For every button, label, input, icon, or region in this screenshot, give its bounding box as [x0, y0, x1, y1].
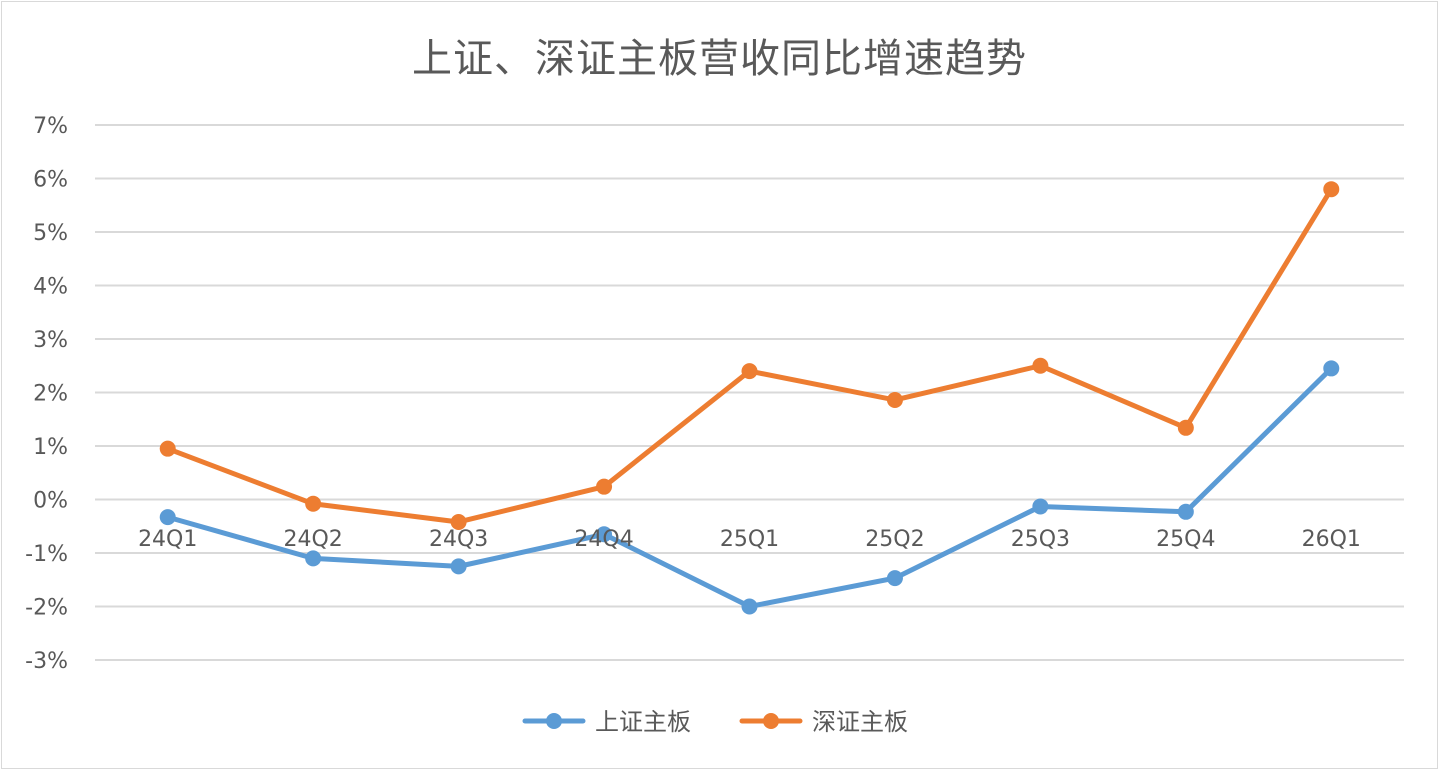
series-line-1: [165, 365, 1334, 609]
data-point: [305, 495, 322, 512]
data-point: [450, 558, 467, 575]
legend-label: 深证主板: [812, 708, 908, 736]
x-tick-label: 24Q3: [429, 527, 488, 552]
data-point: [1323, 181, 1340, 198]
series-line-2: [165, 186, 1334, 525]
data-point: [886, 391, 903, 408]
x-tick-label: 24Q2: [284, 527, 343, 552]
y-tick-label: -3%: [25, 649, 68, 674]
legend: 上证主板 深证主板: [522, 708, 908, 736]
x-tick-label: 25Q2: [865, 527, 924, 552]
data-point: [1177, 503, 1194, 520]
y-tick-label: 5%: [33, 221, 68, 246]
data-point: [159, 440, 176, 457]
legend-item-1: 上证主板: [522, 708, 691, 736]
y-tick-label: -2%: [25, 596, 68, 621]
data-point: [596, 526, 613, 543]
series-layer: [159, 181, 1340, 615]
x-tick-label: 26Q1: [1302, 527, 1361, 552]
legend-swatch-marker: [763, 713, 779, 729]
y-tick-label: 4%: [33, 275, 68, 300]
x-tick-label: 25Q3: [1011, 527, 1070, 552]
y-axis-labels: 7% 6% 5% 4% 3% 2% 1% 0% -1% -2% -3%: [25, 114, 68, 674]
y-tick-label: -1%: [25, 542, 68, 567]
chart-title: 上证、深证主板营收同比增速趋势: [412, 36, 1027, 82]
y-tick-label: 6%: [33, 168, 68, 193]
data-point: [305, 550, 322, 567]
y-tick-label: 0%: [33, 489, 68, 514]
legend-item-2: 深证主板: [739, 708, 908, 736]
data-point: [1323, 360, 1340, 377]
x-axis-labels: 24Q1 24Q2 24Q3 24Q4 25Q1 25Q2 25Q3 25Q4 26Q1: [138, 527, 1361, 552]
y-tick-label: 3%: [33, 328, 68, 353]
x-tick-label: 25Q1: [720, 527, 779, 552]
legend-swatch-marker: [546, 713, 562, 729]
data-point: [886, 570, 903, 587]
y-tick-label: 2%: [33, 382, 68, 407]
data-point: [741, 598, 758, 615]
x-tick-label: 24Q4: [574, 527, 633, 552]
y-tick-label: 7%: [33, 114, 68, 139]
data-point: [741, 363, 758, 380]
x-tick-label: 25Q4: [1156, 527, 1215, 552]
data-point: [450, 513, 467, 530]
data-point: [1032, 498, 1049, 515]
gridlines: [95, 124, 1404, 661]
data-point: [159, 509, 176, 526]
x-tick-label: 24Q1: [138, 527, 197, 552]
y-tick-label: 1%: [33, 435, 68, 460]
data-point: [1177, 419, 1194, 436]
data-point: [1032, 357, 1049, 374]
data-point: [596, 478, 613, 495]
legend-label: 上证主板: [595, 708, 691, 736]
